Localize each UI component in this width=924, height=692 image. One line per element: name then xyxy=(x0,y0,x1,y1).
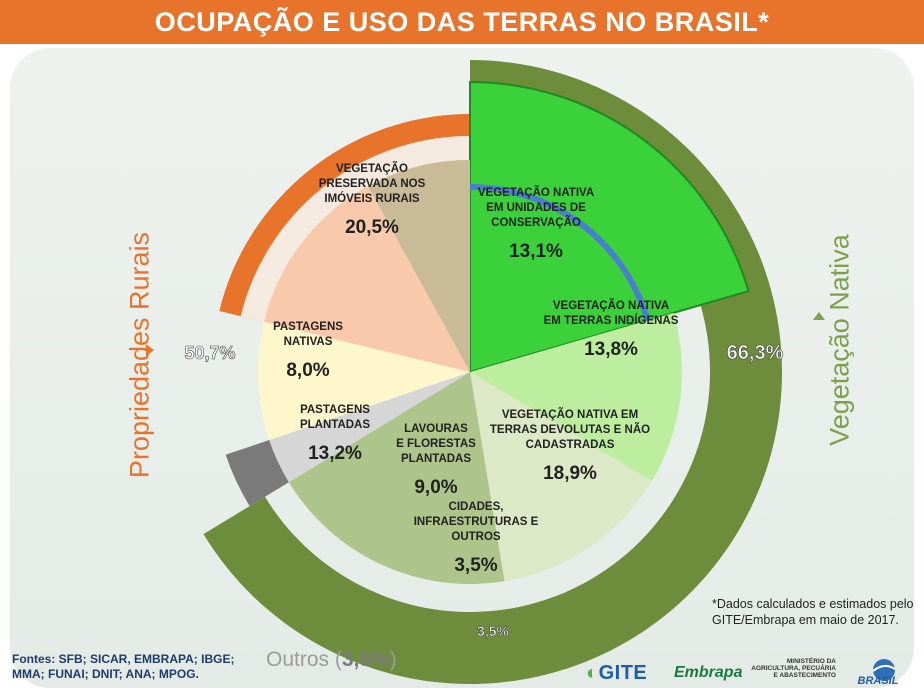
svg-text:BRASIL: BRASIL xyxy=(858,675,899,687)
slice-value-1: 20,5% xyxy=(345,217,399,238)
page-title: OCUPAÇÃO E USO DAS TERRAS NO BRASIL* xyxy=(0,0,924,44)
rural-properties-value: 50,7% xyxy=(184,343,235,363)
logos: ◐GITE Embrapa MINISTÉRIO DA AGRICULTURA,… xyxy=(586,654,916,690)
slice-native-pastures xyxy=(367,160,470,372)
slice-label-4-line-2: TERRAS DEVOLUTAS E NÃO xyxy=(490,423,650,436)
slice-label-8-line-1: PASTAGENS xyxy=(273,321,343,333)
slice-label-8-line-2: NATIVAS xyxy=(284,336,333,348)
footnote: *Dados calculados e estimados pelo GITE/… xyxy=(712,597,914,627)
slice-devolutas-lands xyxy=(288,372,505,584)
native-vegetation-value: 66,3% xyxy=(727,342,784,364)
slice-preserved-vegetation xyxy=(469,80,750,374)
others-label: Outros (3,5%) xyxy=(266,648,397,671)
rural-arrow-icon xyxy=(146,344,154,356)
slice-value-5: 3,5% xyxy=(454,555,497,576)
ministry-logo: MINISTÉRIO DA AGRICULTURA, PECUÁRIA E AB… xyxy=(751,658,836,679)
native-vegetation-label: Vegetação Nativa xyxy=(824,234,855,446)
slice-conservation-units xyxy=(470,312,682,482)
embrapa-logo: Embrapa xyxy=(674,664,743,681)
slice-label-4-line-1: VEGETAÇÃO NATIVA EM xyxy=(502,408,638,421)
slice-value-2: 13,1% xyxy=(509,241,563,262)
slice-label-3-line-2: EM TERRAS INDÍGENAS xyxy=(544,314,679,327)
sources: Fontes: SFB; SICAR, EMBRAPA; IBGE; MMA; … xyxy=(12,652,235,681)
slice-label-1-line-2: PRESERVADA NOS xyxy=(319,178,426,190)
gite-logo: ◐GITE xyxy=(586,662,648,684)
rural-properties-label: Propriedades Rurais xyxy=(124,231,155,479)
slice-label-6-line-2: E FLORESTAS xyxy=(396,438,476,450)
slice-label-6-line-3: PLANTADAS xyxy=(401,453,471,465)
slice-value-6: 9,0% xyxy=(414,477,457,498)
slice-value-8: 8,0% xyxy=(286,360,329,381)
slice-label-1-line-3: IMÓVEIS RURAIS xyxy=(324,192,420,205)
slice-label-4-line-3: CADASTRADAS xyxy=(526,439,615,451)
pie-slices xyxy=(258,80,750,584)
others-ring xyxy=(225,440,289,507)
outer-value-labels: 50,7% 66,3% 3,5% xyxy=(146,312,825,639)
slice-label-5-line-2: INFRAESTRUTURAS E xyxy=(414,516,539,528)
preserved-edge-strip xyxy=(470,184,651,322)
brasil-logo: BRASIL xyxy=(858,659,899,687)
slice-label-1-line-1: VEGETAÇÃO xyxy=(336,162,408,175)
slice-label-5-line-3: OUTROS xyxy=(451,531,501,543)
slice-labels: VEGETAÇÃO PRESERVADA NOS IMÓVEIS RURAIS 20,… xyxy=(273,162,679,576)
slice-indigenous-lands xyxy=(470,372,652,582)
others-value: 3,5% xyxy=(341,648,390,671)
slice-planted-pastures xyxy=(264,186,470,372)
slice-value-4: 18,9% xyxy=(543,463,597,484)
slice-label-3-line-1: VEGETAÇÃO NATIVA xyxy=(553,299,669,312)
slice-label-2-line-3: CONSERVAÇÃO xyxy=(491,216,581,229)
slice-value-7: 13,2% xyxy=(308,443,362,464)
slice-label-5-line-1: CIDADES, xyxy=(449,501,504,513)
slice-label-2-line-1: VEGETAÇÃO NATIVA xyxy=(478,186,594,199)
slice-crops-planted-forests xyxy=(258,321,470,441)
slice-label-2-line-2: EM UNIDADES DE xyxy=(486,202,586,214)
slice-value-3: 13,8% xyxy=(584,339,638,360)
others-ring-value: 3,5% xyxy=(477,623,509,639)
native-arrow-icon xyxy=(813,312,825,320)
slice-label-7-line-1: PASTAGENS xyxy=(300,404,370,416)
slice-label-7-line-2: PLANTADAS xyxy=(300,419,370,431)
slice-label-6-line-1: LAVOURAS xyxy=(404,423,468,435)
slice-cities-infrastructure xyxy=(269,372,470,483)
